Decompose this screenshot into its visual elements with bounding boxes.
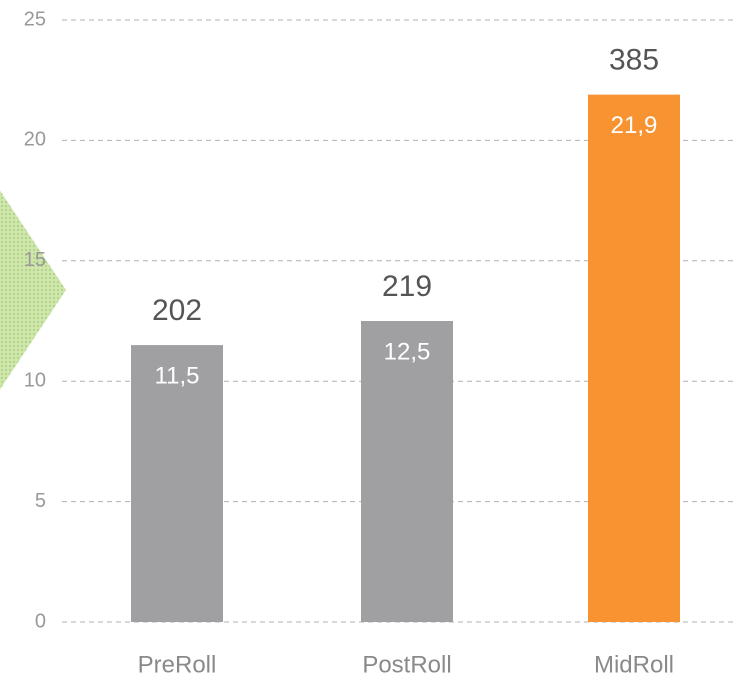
y-tick-label: 5 <box>35 490 46 512</box>
top-label: 219 <box>382 270 432 303</box>
y-tick-label: 10 <box>24 369 46 391</box>
y-tick-label: 0 <box>35 610 46 632</box>
y-tick-label: 25 <box>24 8 46 30</box>
top-label: 202 <box>152 294 202 327</box>
y-tick-label: 15 <box>24 249 46 271</box>
y-tick-label: 20 <box>24 129 46 151</box>
value-label: 11,5 <box>155 362 200 389</box>
x-tick-label: PostRoll <box>362 651 451 678</box>
value-label: 21,9 <box>611 112 658 139</box>
decorative-diamond <box>0 190 66 390</box>
value-label: 12,5 <box>384 338 431 365</box>
x-tick-label: MidRoll <box>594 651 674 678</box>
x-tick-label: PreRoll <box>138 651 217 678</box>
bar <box>131 345 223 622</box>
bar <box>361 321 453 622</box>
top-label: 385 <box>609 44 659 77</box>
bar <box>588 94 680 622</box>
